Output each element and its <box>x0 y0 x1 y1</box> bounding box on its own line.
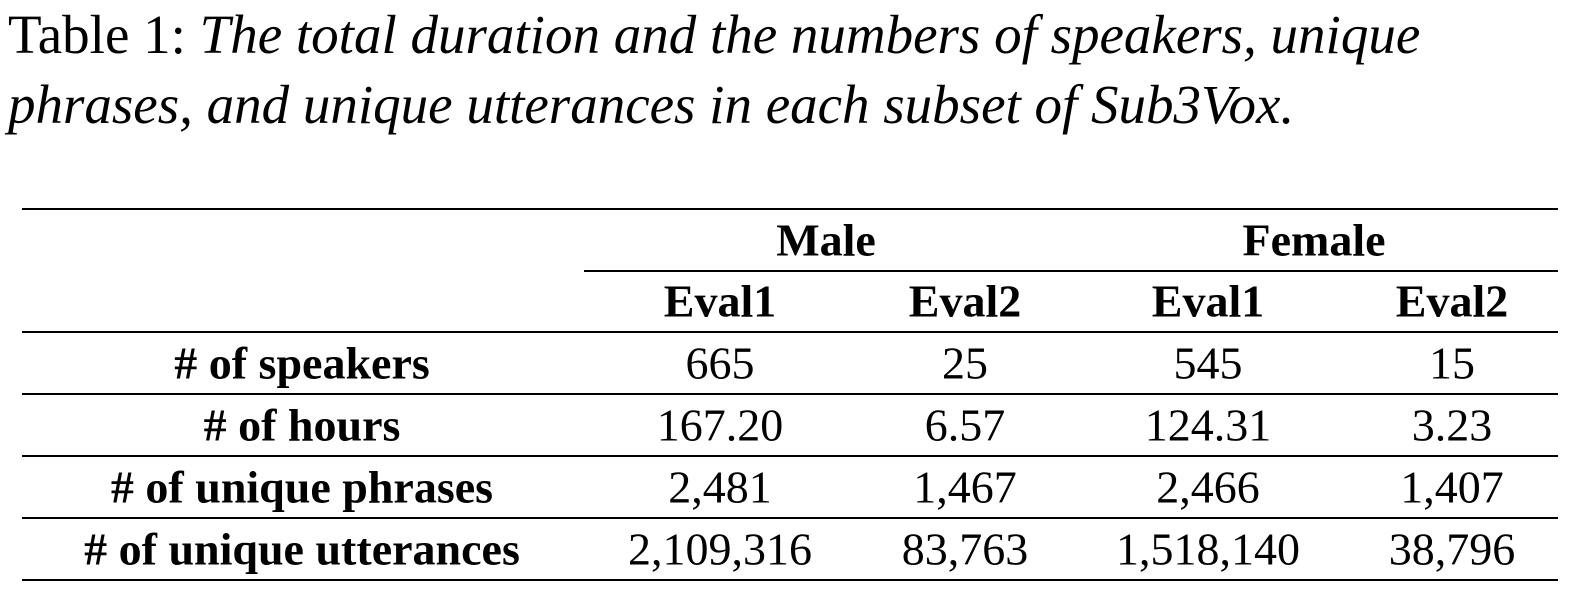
cell: 38,796 <box>1389 524 1516 575</box>
row-header: # of speakers <box>174 338 430 389</box>
cell: 124.31 <box>1145 400 1272 451</box>
column-header: Eval2 <box>909 276 1021 327</box>
cell: 1,467 <box>913 462 1017 513</box>
row-header: # of unique utterances <box>84 524 520 575</box>
cell: 665 <box>686 338 755 389</box>
caption-label: Table 1: <box>8 4 186 65</box>
cell: 2,466 <box>1156 462 1260 513</box>
cell: 2,481 <box>668 462 772 513</box>
column-header: Eval1 <box>664 276 776 327</box>
cell: 1,518,140 <box>1116 524 1300 575</box>
cell: 15 <box>1429 338 1475 389</box>
caption-text: The total duration and the numbers of sp… <box>8 4 1421 135</box>
column-header: Eval2 <box>1396 276 1508 327</box>
cell: 2,109,316 <box>628 524 812 575</box>
row-header: # of unique phrases <box>111 462 493 513</box>
row-header: # of hours <box>204 400 401 451</box>
column-header: Eval1 <box>1152 276 1264 327</box>
cell: 545 <box>1174 338 1243 389</box>
group-header: Female <box>1242 215 1385 266</box>
caption: Table 1: The total duration and the numb… <box>8 0 1586 140</box>
cell: 3.23 <box>1412 400 1493 451</box>
cell: 25 <box>942 338 988 389</box>
cell: 83,763 <box>902 524 1029 575</box>
cell: 1,407 <box>1400 462 1504 513</box>
cell: 6.57 <box>925 400 1006 451</box>
cell: 167.20 <box>657 400 784 451</box>
group-header: Male <box>776 215 876 266</box>
